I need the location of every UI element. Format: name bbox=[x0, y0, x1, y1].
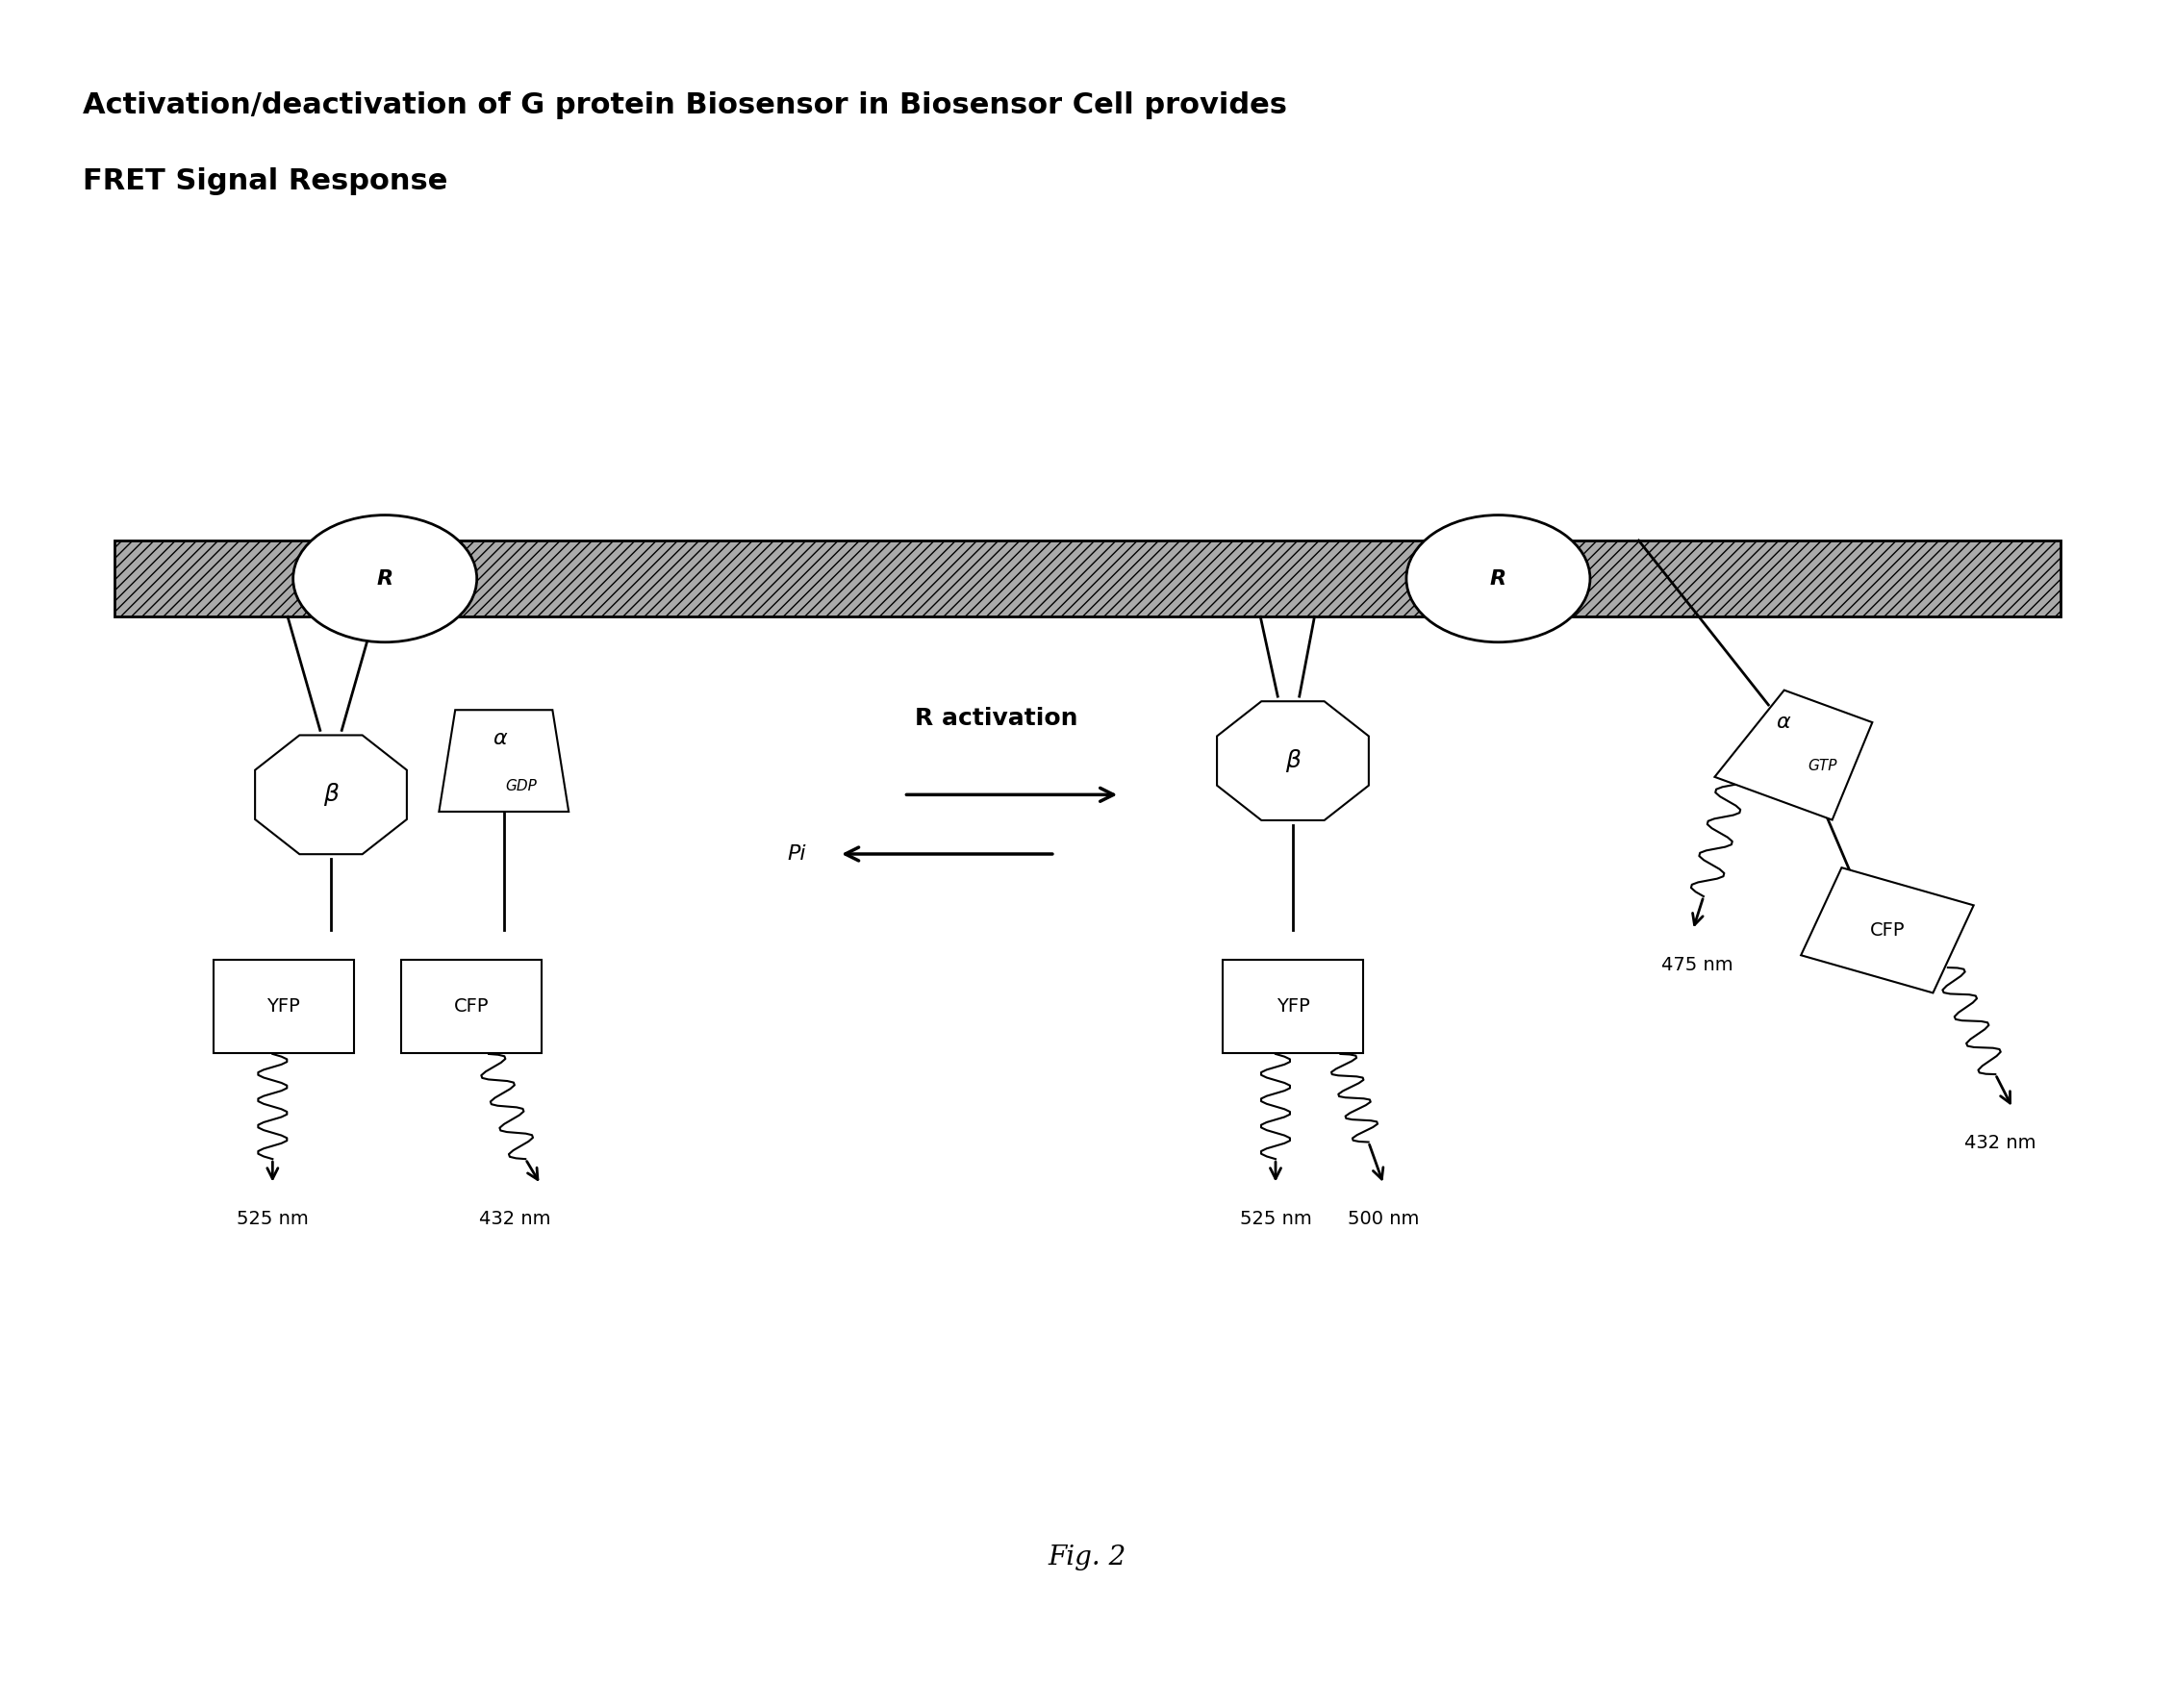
Text: Fig. 2: Fig. 2 bbox=[1048, 1544, 1127, 1570]
FancyBboxPatch shape bbox=[115, 540, 2060, 617]
Text: R: R bbox=[1490, 569, 1507, 588]
Polygon shape bbox=[1714, 690, 1873, 820]
Text: GTP: GTP bbox=[1807, 758, 1838, 774]
Text: 432 nm: 432 nm bbox=[1964, 1134, 2036, 1151]
Text: R activation: R activation bbox=[914, 707, 1077, 729]
Polygon shape bbox=[400, 960, 542, 1054]
Text: CFP: CFP bbox=[455, 997, 489, 1016]
Text: 525 nm: 525 nm bbox=[237, 1209, 309, 1228]
Text: 432 nm: 432 nm bbox=[478, 1209, 550, 1228]
Polygon shape bbox=[439, 711, 568, 811]
Text: α: α bbox=[492, 729, 507, 748]
Text: 525 nm: 525 nm bbox=[1240, 1209, 1312, 1228]
Text: α: α bbox=[1777, 712, 1790, 731]
Text: GDP: GDP bbox=[505, 779, 537, 794]
Ellipse shape bbox=[1407, 516, 1590, 642]
Text: FRET Signal Response: FRET Signal Response bbox=[83, 167, 448, 195]
Polygon shape bbox=[254, 734, 407, 854]
Text: β: β bbox=[1285, 750, 1301, 772]
Text: Activation/deactivation of G protein Biosensor in Biosensor Cell provides: Activation/deactivation of G protein Bio… bbox=[83, 92, 1288, 120]
Text: β: β bbox=[324, 784, 339, 806]
Text: YFP: YFP bbox=[268, 997, 300, 1016]
Text: Pi: Pi bbox=[787, 844, 807, 864]
Polygon shape bbox=[1222, 960, 1364, 1054]
Polygon shape bbox=[1801, 868, 1973, 992]
Text: 475 nm: 475 nm bbox=[1662, 956, 1733, 974]
Text: YFP: YFP bbox=[1277, 997, 1309, 1016]
Text: 500 nm: 500 nm bbox=[1348, 1209, 1420, 1228]
Ellipse shape bbox=[294, 516, 476, 642]
Text: R: R bbox=[376, 569, 394, 588]
Text: CFP: CFP bbox=[1870, 921, 1905, 939]
Polygon shape bbox=[1218, 702, 1368, 820]
Polygon shape bbox=[213, 960, 355, 1054]
